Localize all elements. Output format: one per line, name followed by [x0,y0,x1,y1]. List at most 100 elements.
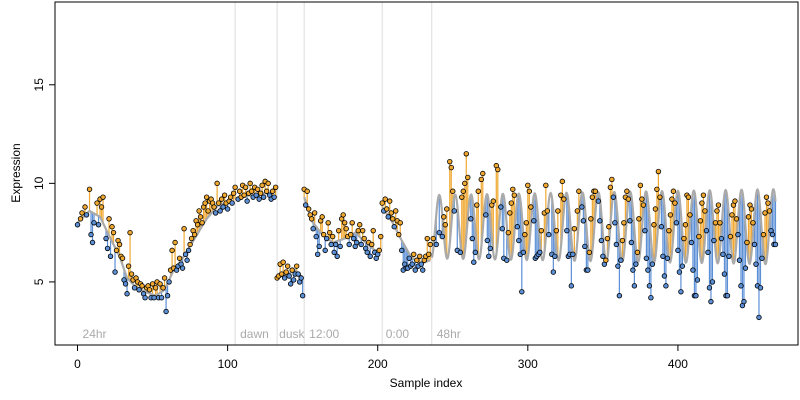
point-341 [628,239,635,246]
point-237 [447,158,453,165]
point-392 [705,249,711,256]
point-314 [586,249,593,256]
point-15 [104,245,111,252]
point-172 [341,220,348,226]
point-271 [510,186,516,192]
point-228 [426,251,432,258]
point-25 [119,255,126,261]
point-396 [711,237,717,244]
point-125 [271,194,277,200]
point-75 [194,222,201,228]
point-276 [519,289,525,295]
point-158 [320,231,327,238]
point-126 [272,184,279,190]
point-376 [681,235,687,242]
point-132 [281,275,288,281]
point-202 [387,198,393,204]
point-43 [146,287,153,293]
point-169 [337,243,343,250]
point-299 [559,178,566,185]
point-157 [319,214,325,220]
point-388 [699,200,705,206]
point-291 [544,208,551,214]
point-356 [651,222,657,228]
point-346 [636,216,642,222]
point-296 [553,227,560,234]
point-355 [649,261,656,267]
point-273 [514,224,521,230]
point-199 [382,196,388,202]
point-401 [718,235,725,242]
point-347 [637,182,644,189]
point-231 [433,241,439,248]
point-140 [293,263,300,269]
point-155 [316,243,322,250]
point-93 [221,192,228,198]
point-138 [290,277,297,283]
point-338 [624,188,630,194]
point-281 [526,188,533,194]
point-250 [471,259,477,265]
point-400 [717,220,723,226]
point-68 [184,257,190,263]
x-axis-title: Sample index [390,376,463,390]
point-362 [660,253,666,259]
point-148 [305,206,312,212]
point-279 [523,220,530,226]
point-190 [369,241,375,248]
point-70 [187,241,193,248]
point-54 [163,308,169,315]
point-114 [254,186,261,192]
point-258 [486,253,492,259]
point-265 [499,225,506,232]
point-292 [546,231,552,238]
point-430 [762,210,768,216]
point-58 [169,247,175,254]
point-322 [600,253,606,259]
point-380 [687,212,693,218]
point-3 [82,204,88,210]
point-424 [753,261,759,267]
point-239 [450,188,456,194]
point-353 [646,283,653,289]
point-66 [181,225,187,232]
point-47 [152,285,159,291]
point-80 [202,200,208,206]
point-27 [122,281,129,287]
point-349 [640,202,647,208]
point-283 [531,218,537,224]
point-405 [724,293,731,299]
point-340 [627,218,633,224]
point-359 [655,168,662,175]
point-426 [756,314,762,321]
point-107 [244,198,250,204]
point-248 [468,216,474,222]
point-345 [634,249,641,256]
point-92 [220,204,226,210]
point-330 [612,220,618,226]
point-109 [247,180,253,187]
point-278 [522,231,528,238]
point-421 [748,206,755,212]
point-87 [212,210,219,216]
point-305 [570,251,576,258]
point-361 [658,224,665,230]
point-19 [110,229,117,236]
point-113 [253,192,259,198]
point-377 [682,222,689,228]
point-310 [580,218,587,224]
point-55 [164,293,171,299]
point-28 [124,291,130,297]
point-215 [406,255,412,261]
point-162 [326,229,333,236]
point-348 [639,196,645,202]
point-206 [393,208,399,214]
point-165 [331,249,337,256]
point-324 [603,257,609,263]
point-224 [420,267,426,273]
point-287 [537,249,543,256]
point-354 [648,294,654,301]
point-373 [676,269,683,275]
point-352 [645,267,651,273]
point-321 [598,237,605,244]
